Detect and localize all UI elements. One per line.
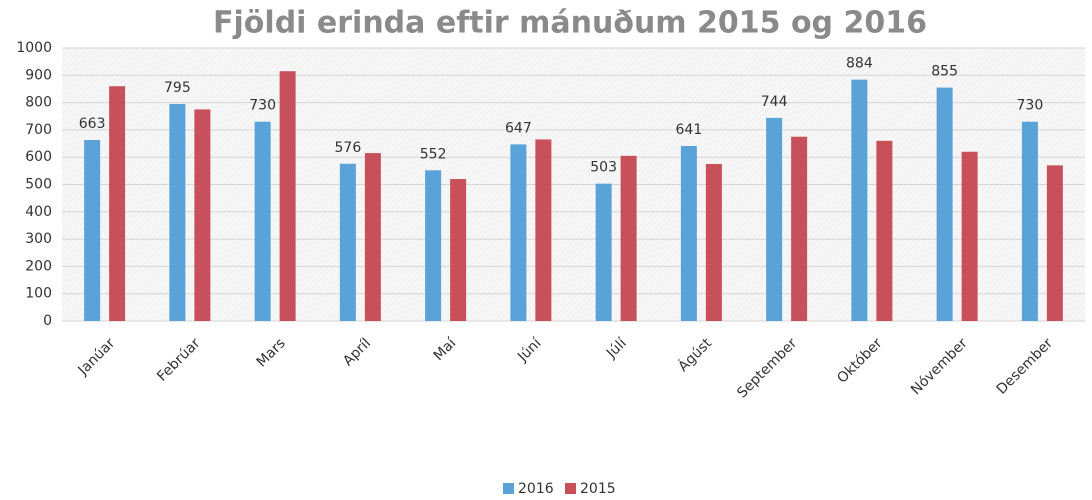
x-tick-label: Nóvember — [908, 335, 971, 398]
bar — [851, 79, 868, 321]
legend-label: 2016 — [518, 481, 554, 497]
bar — [194, 109, 211, 321]
x-tick-label: September — [734, 335, 800, 401]
chart-title: Fjöldi erinda eftir mánuðum 2015 og 2016 — [213, 6, 927, 41]
bar — [705, 164, 722, 321]
y-tick-label: 900 — [25, 67, 52, 83]
y-tick-label: 600 — [25, 149, 52, 165]
x-tick-label: Október — [834, 335, 885, 386]
y-tick-label: 300 — [25, 231, 52, 247]
x-tick-label: Júní — [514, 335, 545, 366]
x-tick-label: Desember — [994, 335, 1057, 398]
bar — [620, 155, 637, 321]
y-tick-label: 800 — [25, 95, 52, 111]
data-label: 730 — [249, 98, 276, 114]
bar — [339, 163, 356, 321]
data-label: 552 — [420, 146, 447, 162]
data-label: 744 — [761, 94, 788, 110]
y-tick-label: 400 — [25, 204, 52, 220]
bar — [169, 103, 186, 321]
data-label: 576 — [335, 140, 362, 156]
y-tick-label: 100 — [25, 286, 52, 302]
data-label: 730 — [1017, 98, 1044, 114]
data-label: 663 — [79, 116, 106, 132]
data-label: 855 — [931, 64, 958, 80]
bar — [791, 136, 808, 321]
x-tick-label: Febrúar — [154, 335, 203, 384]
bar — [279, 71, 296, 321]
x-tick-label: Ágúst — [675, 334, 716, 375]
bar — [535, 139, 552, 321]
bar — [936, 87, 953, 322]
y-tick-label: 500 — [25, 177, 52, 193]
bar — [425, 170, 442, 321]
y-tick-label: 200 — [25, 258, 52, 274]
x-tick-label: Janúar — [75, 335, 119, 379]
x-tick-label: Apríl — [340, 335, 374, 369]
x-tick-label: Mars — [254, 335, 289, 370]
legend-label: 2015 — [580, 481, 616, 497]
legend-swatch — [565, 483, 576, 494]
bar — [595, 183, 612, 321]
bar — [961, 151, 978, 321]
bar — [450, 179, 467, 321]
bar — [680, 146, 697, 321]
y-tick-label: 700 — [25, 122, 52, 138]
bar — [876, 140, 893, 321]
x-tick-label: Maí — [431, 335, 460, 364]
bar — [1021, 121, 1038, 322]
bar — [1046, 165, 1063, 321]
bar — [510, 144, 527, 321]
data-label: 884 — [846, 56, 873, 72]
y-tick-label: 0 — [43, 313, 52, 329]
legend-swatch — [503, 483, 514, 494]
bar — [84, 140, 101, 321]
data-label: 641 — [676, 122, 703, 138]
bar — [254, 121, 271, 322]
data-label: 795 — [164, 80, 191, 96]
bar — [364, 153, 381, 321]
bar — [109, 86, 126, 321]
bar — [766, 117, 783, 321]
y-tick-label: 1000 — [16, 40, 52, 56]
data-label: 647 — [505, 120, 532, 136]
x-tick-label: Júlí — [603, 335, 631, 363]
data-label: 503 — [590, 160, 617, 176]
